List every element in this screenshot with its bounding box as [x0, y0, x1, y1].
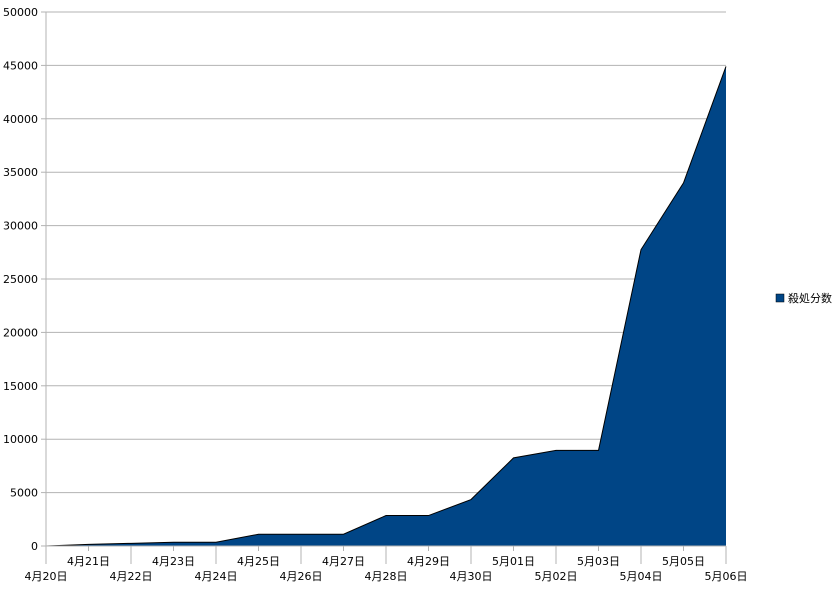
area-series-0 [46, 66, 726, 546]
x-tick-label: 4月22日 [110, 570, 153, 583]
y-tick-label: 0 [31, 540, 38, 553]
y-tick-label: 10000 [3, 433, 38, 446]
y-tick-label: 20000 [3, 326, 38, 339]
y-axis-tick-labels: 0 5000 10000 15000 20000 25000 30000 35000 40000… [3, 6, 38, 553]
x-tick-label: 4月24日 [195, 570, 238, 583]
y-tick-label: 5000 [10, 487, 38, 500]
y-tick-label: 15000 [3, 380, 38, 393]
x-tick-label: 4月28日 [365, 570, 408, 583]
x-tick-label: 4月20日 [25, 570, 68, 583]
legend-swatch [775, 293, 785, 303]
gridlines [41, 11, 726, 547]
legend-label: 殺処分数 [788, 291, 832, 305]
x-tick-label: 5月04日 [620, 570, 663, 583]
x-tick-label: 4月21日 [67, 555, 110, 568]
plot-area [45, 66, 727, 547]
x-tick-label: 4月27日 [322, 555, 365, 568]
x-tick-label: 5月05日 [662, 555, 705, 568]
x-tick-label: 4月25日 [237, 555, 280, 568]
legend: 殺処分数 [775, 291, 832, 305]
x-tick-label: 4月30日 [450, 570, 493, 583]
x-tick-label: 4月29日 [407, 555, 450, 568]
axes [45, 12, 727, 564]
x-tick-label: 5月02日 [535, 570, 578, 583]
area-series-outline [45, 66, 727, 547]
x-tick-label: 4月26日 [280, 570, 323, 583]
x-tick-label: 4月23日 [152, 555, 195, 568]
y-tick-label: 30000 [3, 220, 38, 233]
y-tick-label: 50000 [3, 6, 38, 19]
x-tick-label: 5月03日 [577, 555, 620, 568]
x-tick-label: 5月01日 [492, 555, 535, 568]
y-tick-label: 40000 [3, 113, 38, 126]
x-tick-label: 5月06日 [705, 570, 748, 583]
y-tick-label: 35000 [3, 166, 38, 179]
y-tick-label: 45000 [3, 59, 38, 72]
y-tick-label: 25000 [3, 273, 38, 286]
